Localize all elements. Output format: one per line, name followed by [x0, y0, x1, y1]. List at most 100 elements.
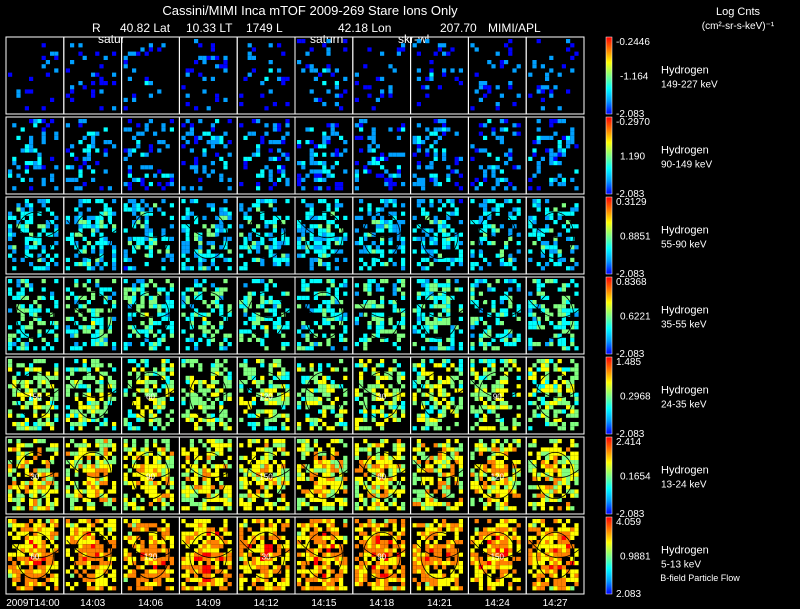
image-pixel [181, 241, 186, 246]
image-pixel [343, 464, 348, 469]
image-pixel [326, 140, 331, 145]
image-pixel [339, 337, 344, 342]
image-pixel [297, 329, 302, 334]
image-pixel [243, 363, 248, 368]
image-panel: 30 [352, 356, 412, 435]
image-pixel [215, 380, 220, 385]
image-pixel [433, 283, 438, 288]
image-pixel [566, 140, 571, 145]
image-pixel [82, 443, 87, 448]
image-pixel [508, 51, 513, 56]
image-pixel [512, 392, 517, 397]
image-pixel [41, 177, 46, 182]
image-pixel [371, 249, 376, 254]
image-pixel [136, 481, 141, 486]
image-pixel [446, 245, 451, 250]
image-pixel [334, 312, 339, 317]
image-pixel [112, 481, 117, 486]
image-pixel [281, 81, 286, 86]
image-pixel [285, 481, 290, 486]
image-pixel [181, 224, 186, 229]
image-pixel [144, 388, 149, 393]
image-pixel [247, 401, 252, 406]
image-panel [467, 116, 527, 195]
image-pixel [215, 291, 220, 296]
image-pixel [339, 182, 344, 187]
image-pixel [194, 380, 199, 385]
image-pixel [78, 460, 83, 465]
image-pixel [132, 502, 137, 507]
image-pixel [574, 409, 579, 414]
image-pixel [185, 409, 190, 414]
image-pixel [318, 451, 323, 456]
image-pixel [326, 245, 331, 250]
image-pixel [330, 439, 335, 444]
image-pixel [194, 283, 199, 288]
image-pixel [74, 241, 79, 246]
image-pixel [508, 39, 513, 44]
image-pixel [416, 140, 421, 145]
image-pixel [437, 409, 442, 414]
image-pixel [86, 493, 91, 498]
image-pixel [74, 392, 79, 397]
image-pixel [107, 460, 112, 465]
image-pixel [247, 300, 252, 305]
image-pixel [264, 106, 269, 111]
image-pixel [219, 497, 224, 502]
image-pixel [153, 426, 158, 431]
image-pixel [557, 375, 562, 380]
image-pixel [194, 396, 199, 401]
image-pixel [450, 295, 455, 300]
image-pixel [412, 43, 417, 48]
image-pixel [243, 236, 248, 241]
image-pixel [136, 388, 141, 393]
image-pixel [425, 493, 430, 498]
image-pixel [285, 375, 290, 380]
image-pixel [132, 439, 137, 444]
image-pixel [16, 337, 21, 342]
image-panel [63, 436, 123, 515]
image-pixel [12, 156, 17, 161]
image-pixel [354, 169, 359, 174]
image-pixel [45, 308, 50, 313]
image-pixel [553, 409, 558, 414]
image-pixel [148, 342, 153, 347]
image-pixel [272, 300, 277, 305]
image-pixel [140, 380, 145, 385]
image-pixel [50, 426, 55, 431]
image-pixel [157, 337, 162, 342]
image-pixel [297, 304, 302, 309]
image-pixel [8, 253, 13, 258]
image-pixel [532, 241, 537, 246]
image-pixel [532, 316, 537, 321]
image-pixel [215, 367, 220, 372]
image-pixel [425, 506, 430, 511]
image-pixel [219, 439, 224, 444]
image-pixel [416, 39, 421, 44]
image-pixel [429, 131, 434, 136]
image-pixel [401, 203, 406, 208]
image-pixel [504, 127, 509, 132]
image-pixel [86, 207, 91, 212]
image-pixel [421, 476, 426, 481]
image-pixel [153, 384, 158, 389]
image-pixel [375, 371, 380, 376]
image-pixel [215, 396, 220, 401]
image-pixel [202, 333, 207, 338]
image-pixel [148, 47, 153, 52]
image-pixel [243, 502, 248, 507]
image-pixel [127, 300, 132, 305]
image-pixel [285, 253, 290, 258]
image-pixel [491, 300, 496, 305]
image-pixel [54, 232, 59, 237]
image-pixel [99, 363, 104, 368]
image-pixel [512, 312, 517, 317]
image-pixel [309, 89, 314, 94]
image-pixel [549, 152, 554, 157]
image-pixel [561, 211, 566, 216]
image-pixel [132, 287, 137, 292]
image-pixel [41, 165, 46, 170]
image-pixel [499, 447, 504, 452]
image-pixel [532, 60, 537, 65]
image-pixel [318, 199, 323, 204]
